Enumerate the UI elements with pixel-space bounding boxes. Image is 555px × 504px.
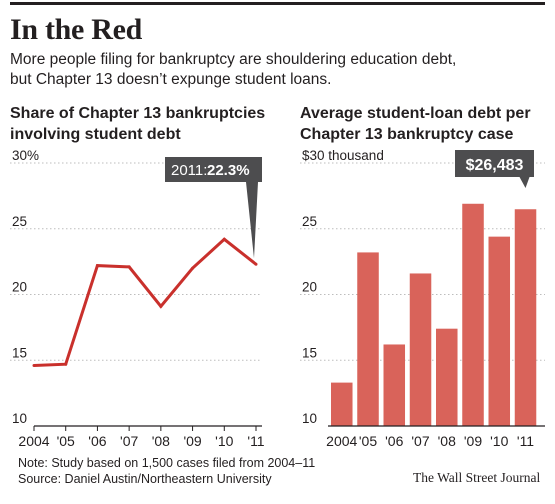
footnote-note: Note: Study based on 1,500 cases filed f… [18,456,316,470]
bar-chart-bar [331,382,353,426]
dek-line-1: More people filing for bankruptcy are sh… [10,51,457,68]
line-chart-y-tick-label: 15 [12,345,27,360]
bar-chart-title-line-1: Average student-loan debt per [300,105,531,122]
line-chart-series-line [33,237,257,368]
bar-chart-bar [357,252,379,426]
line-chart-data-point [254,262,258,266]
dek: More people filing for bankruptcy are sh… [10,50,545,90]
top-rule [10,2,545,5]
bar-chart-x-tick-label: '09 [464,433,482,449]
line-chart-data-point [191,266,195,270]
bar-chart-bar [436,328,458,426]
bar-chart-x-tick-label: '07 [411,433,429,449]
line-chart-data-point [127,265,131,269]
bar-chart-y-tick-label: 15 [302,345,317,360]
line-chart-x-tick-label: '09 [183,433,201,449]
bar-chart-x-tick-label: '10 [490,433,508,449]
line-chart-x-tick-label: '05 [57,433,75,449]
bar-chart-title: Average student-loan debt per Chapter 13… [300,103,531,145]
line-chart-data-point [159,304,163,308]
bar-chart-y-tick-label: 25 [302,214,317,229]
bar-chart-x-tick-label: '11 [517,433,534,449]
bar-chart-x-tick-label: '06 [385,433,403,449]
bar-chart-title-line-2: Chapter 13 bankruptcy case [300,126,514,143]
line-chart-y-tick-label: 10 [12,411,27,426]
line-chart-data-point [222,237,226,241]
bar-chart-x-tick-label: '05 [359,433,377,449]
line-chart-x-tick-label: 2004 [18,433,49,449]
line-chart-y-tick-label: 25 [12,214,27,229]
dek-line-2: but Chapter 13 doesn’t expunge student l… [10,71,332,88]
line-chart-y-tick-label: 20 [12,280,27,295]
bar-chart-y-tick-label: 20 [302,280,317,295]
line-chart-data-point [95,264,99,268]
line-chart-y-tick-label: 30% [12,148,39,163]
bar-chart-bar [383,344,406,426]
line-chart-data-point [64,362,68,366]
bar-chart-x-tick-label: 2004 [326,433,357,449]
line-chart-data-point [32,364,36,368]
line-chart-title: Share of Chapter 13 bankruptcies involvi… [10,103,265,145]
bar-chart-y-tick-label: $30 thousand [302,148,384,163]
headline: In the Red [10,13,143,46]
line-chart-x-tick-label: '10 [215,433,233,449]
line-chart-x-tick-label: '08 [152,433,170,449]
line-chart-title-line-1: Share of Chapter 13 bankruptcies [10,105,266,122]
line-chart-x-tick-label: '06 [88,433,106,449]
bar-chart-bar [514,209,537,426]
bar-chart-callout-value: $26,483 [466,157,524,174]
line-chart-callout-label: 2011: [171,162,207,179]
bar-chart-bar [488,236,511,426]
bar-chart-bar [462,203,484,426]
bar-chart-callout-box [455,150,534,188]
line-chart-x-tick-label: '07 [120,433,138,449]
line-chart-x-tick-label: '11 [247,433,264,449]
footnote-source: Source: Daniel Austin/Northeastern Unive… [18,472,272,486]
bar-chart-y-tick-label: 10 [302,411,317,426]
line-chart-title-line-2: involving student debt [10,126,181,143]
line-chart-callout-value: 22.3% [207,162,250,179]
footnote: Note: Study based on 1,500 cases filed f… [18,455,315,487]
bar-chart-x-tick-label: '08 [438,433,456,449]
bar-chart-bar [409,273,432,426]
line-chart-callout-box [165,157,262,259]
credit: The Wall Street Journal [413,470,541,485]
